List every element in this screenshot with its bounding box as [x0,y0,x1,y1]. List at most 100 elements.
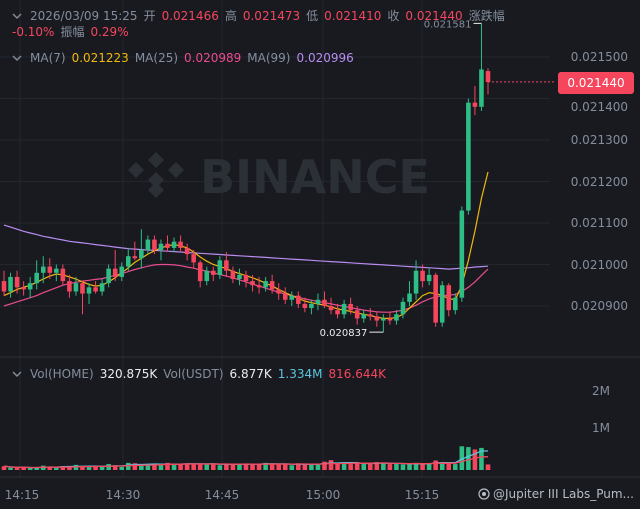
candle-body [165,243,170,248]
volume-bar [282,464,288,470]
candle-body [224,260,229,271]
volume-axis-label-1m: 1M [592,421,610,435]
candle-body [374,316,380,321]
time-axis-label: 15:00 [305,488,341,502]
candle-body [381,318,386,321]
candle-body [67,281,72,292]
volume-bar [34,467,39,470]
volume-bar [413,462,419,470]
volume-bar [296,463,301,470]
chevron-down-icon[interactable] [12,11,22,21]
candle-body [211,270,216,275]
candle-body [479,69,484,107]
candle-body [282,293,288,300]
ma25-value: 0.020989 [184,51,242,65]
time-axis-label: 14:30 [105,488,141,502]
candle-body [178,241,183,248]
time-axis-label: 15:15 [404,488,440,502]
candle-body [446,285,452,311]
volume-bar [145,464,151,470]
volume-bar [387,464,393,470]
candle-body [367,314,373,317]
volume-bar [439,462,445,470]
amplitude-label: 振幅 [60,25,85,39]
open-value: 0.021466 [161,9,219,23]
high-marker-label: 0.021581 [424,19,472,30]
close-label: 收 [387,9,400,23]
time-axis-label: 14:15 [4,488,40,502]
volume-bar [14,468,20,470]
volume-bar [466,447,471,470]
ma-legend: MA(7) 0.021223 MA(25) 0.020989 MA(99) 0.… [12,50,360,66]
candle-body [426,274,432,282]
volume-bar [341,463,347,470]
volume-bar [407,464,412,470]
volume-bar [171,464,177,470]
binance-watermark: BINANCE [128,150,430,204]
volume-bar [269,463,275,470]
volume-bar [420,463,425,470]
candle-body [472,102,478,107]
candle-body [145,239,151,250]
volume-bar [99,466,105,470]
vol-home-label: Vol(HOME) [30,367,94,381]
change-value: -0.10% [12,25,55,39]
candle-body [413,270,419,294]
time-axis-label: 14:45 [204,488,240,502]
ohlc-header: 2026/03/09 15:25 开 0.021466 高 0.021473 低… [12,8,511,24]
chevron-down-icon[interactable] [12,369,22,379]
volume-bar [263,462,268,470]
volume-legend: Vol(HOME) 320.875K Vol(USDT) 6.877K 1.33… [12,366,392,382]
candle-body [341,303,347,315]
volume-bar [243,463,249,470]
candle-body [204,270,210,282]
candle-body [276,289,281,294]
volume-bar [237,463,242,470]
author-credit-text: @Jupiter III Labs_Pum... [492,487,634,501]
candle-body [34,272,39,284]
candle-body [86,287,92,294]
binance-logo-icon [128,152,184,198]
volume-bar [367,463,373,470]
volume-bar [158,463,164,470]
volume-bar [93,466,98,470]
volume-bar [309,464,314,470]
candle-body [289,295,295,300]
volume-bar [67,466,72,470]
candle-body [420,270,425,282]
candle-body [354,310,360,319]
candle-body [119,266,125,277]
volume-bar [211,463,216,470]
low-label: 低 [306,9,319,23]
volume-bar [374,462,380,470]
candle-body [197,262,203,282]
volume-bar [472,449,478,470]
candle-body [106,268,111,284]
chevron-down-icon[interactable] [12,53,22,63]
candle-body [407,293,412,302]
candle-body [60,268,66,282]
price-axis-label: 0.021200 [570,174,628,189]
high-label: 高 [224,9,237,23]
volume-bar [217,465,223,470]
candle-body [1,281,7,292]
candle-body [112,268,118,277]
volume-bar [354,462,360,470]
open-label: 开 [143,9,156,23]
ma7-value: 0.021223 [71,51,129,65]
volume-bar [230,464,236,470]
volume-bar [125,462,131,470]
volume-bar [479,447,484,470]
candle-body [125,256,131,267]
candle-body [93,287,98,292]
volume-bar [27,468,33,470]
candle-body [322,299,327,306]
volume-ma10-line [3,456,488,469]
vol-usdt-value: 6.877K [229,367,272,381]
candle-body [191,254,196,263]
candle-body [387,318,393,321]
volume-axis-label-2m: 2M [592,384,610,398]
volume-bar [197,463,203,470]
candle-body [171,241,177,248]
